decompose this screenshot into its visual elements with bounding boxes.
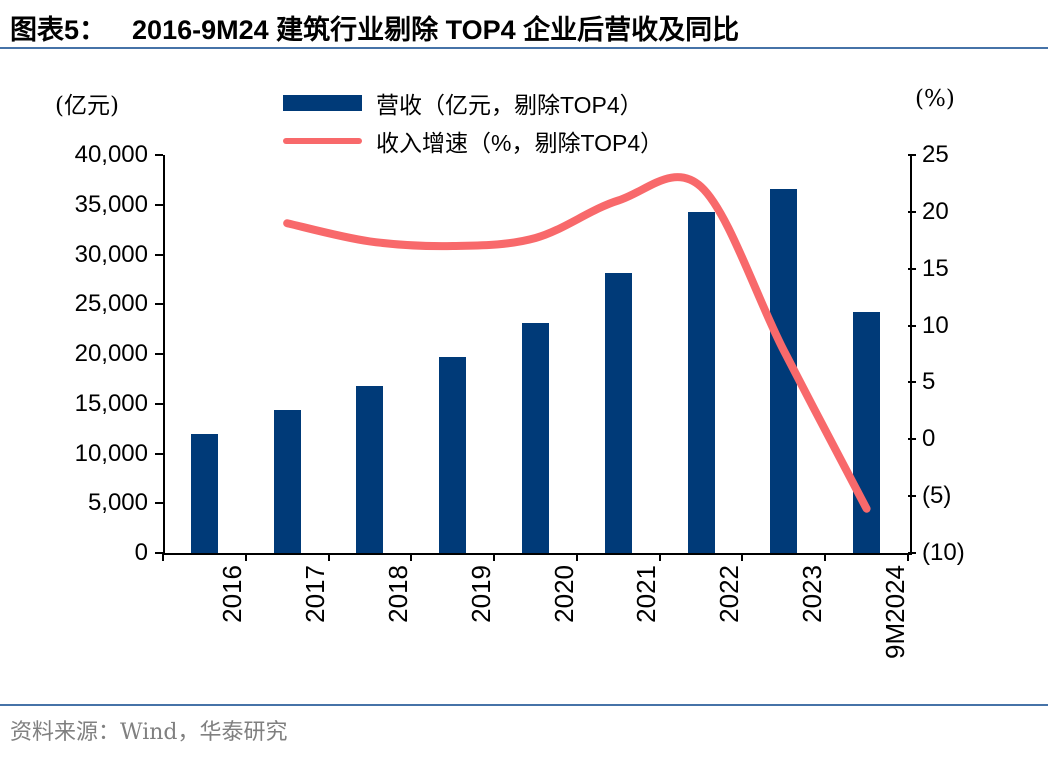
left-axis-tick-mark: [155, 402, 163, 405]
left-axis-tick-label: 30,000: [74, 240, 148, 268]
right-axis-tick-mark: [908, 324, 916, 327]
x-axis-tick-mark: [493, 553, 496, 561]
right-axis-tick-label: 10: [922, 311, 949, 339]
left-axis-tick-label: 5,000: [87, 489, 148, 517]
figure-title-row: 图表5： 2016-9M24 建筑行业剔除 TOP4 企业后营收及同比: [10, 8, 739, 47]
left-axis-tick-mark: [155, 154, 163, 156]
right-axis-tick-label: (5): [922, 482, 952, 510]
right-axis-tick-mark: [908, 267, 916, 270]
growth-line-svg: [283, 173, 871, 513]
x-axis-label-2023: 2023: [796, 565, 827, 623]
x-axis-label-2021: 2021: [631, 565, 662, 623]
x-axis-tick-mark: [741, 553, 744, 561]
growth-line-path: [283, 173, 871, 513]
legend: 营收（亿元，剔除TOP4） 收入增速（%，剔除TOP4）: [283, 84, 663, 160]
legend-item-growth: 收入增速（%，剔除TOP4）: [283, 122, 663, 160]
right-axis-unit-label: (%): [915, 86, 955, 112]
x-axis-label-9M2024: 9M2024: [879, 565, 910, 659]
right-axis-tick-mark: [908, 552, 916, 554]
x-axis-label-2016: 2016: [217, 565, 248, 623]
left-axis-tick-label: 15,000: [74, 389, 148, 417]
x-axis-label-2022: 2022: [714, 565, 745, 623]
left-axis-tick-label: 0: [134, 539, 148, 566]
bar-9M2024: [853, 312, 881, 553]
x-axis-tick-mark: [658, 553, 661, 561]
x-axis-tick-mark: [410, 553, 413, 561]
left-axis-tick-mark: [155, 353, 163, 355]
bar-2019: [439, 356, 467, 553]
left-axis-tick-label: 20,000: [74, 340, 148, 367]
right-axis-tick-label: 20: [922, 197, 949, 225]
left-axis-tick-mark: [155, 502, 163, 505]
footer-divider: [0, 704, 1048, 706]
legend-label-revenue: 营收（亿元，剔除TOP4）: [376, 92, 643, 118]
left-axis-tick-label: 40,000: [74, 141, 148, 168]
title-divider: [0, 47, 1048, 49]
x-axis-tick-mark: [327, 553, 330, 561]
x-axis-label-2017: 2017: [300, 565, 331, 623]
bar-2022: [687, 211, 715, 553]
right-axis-tick-label: 5: [922, 368, 936, 396]
x-axis-label-2018: 2018: [382, 565, 413, 623]
right-axis-tick-mark: [908, 381, 916, 384]
right-axis-tick-label: 25: [922, 141, 949, 168]
x-axis-tick-mark: [162, 553, 164, 561]
bar-2018: [356, 385, 384, 553]
right-axis-tick-mark: [908, 495, 916, 498]
legend-line-swatch-icon: [283, 138, 362, 144]
legend-item-revenue: 营收（亿元，剔除TOP4）: [283, 84, 663, 122]
right-axis-tick-label: 0: [922, 425, 936, 453]
x-axis-label-2020: 2020: [548, 565, 579, 623]
legend-label-growth: 收入增速（%，剔除TOP4）: [376, 130, 664, 156]
x-axis-tick-mark: [244, 553, 247, 561]
left-axis-tick-mark: [155, 253, 163, 256]
source-note: 资料来源：Wind，华泰研究: [10, 720, 288, 745]
bar-2017: [273, 409, 301, 553]
right-axis-tick-mark: [908, 210, 916, 213]
left-axis-tick-label: 25,000: [74, 290, 148, 318]
bar-2021: [604, 273, 632, 553]
left-axis-unit-label: (亿元): [55, 93, 119, 119]
bar-2016: [190, 433, 218, 553]
plot-area: [163, 155, 912, 555]
left-axis-tick-mark: [155, 452, 163, 455]
x-axis-label-2019: 2019: [465, 565, 496, 623]
figure-title: 2016-9M24 建筑行业剔除 TOP4 企业后营收及同比: [132, 15, 740, 45]
left-axis-tick-label: 35,000: [74, 190, 148, 218]
left-axis-tick-mark: [155, 552, 163, 554]
x-axis-tick-mark: [575, 553, 578, 561]
right-axis-tick-label: (10): [922, 539, 965, 566]
x-axis-tick-mark: [824, 553, 827, 561]
left-axis-tick-label: 10,000: [74, 439, 148, 467]
figure-number-label: 图表5：: [10, 15, 107, 45]
right-axis-tick-mark: [908, 438, 916, 441]
right-axis-tick-label: 15: [922, 254, 949, 282]
left-axis-tick-mark: [155, 303, 163, 306]
legend-bar-swatch-icon: [283, 95, 362, 111]
right-axis-tick-mark: [908, 154, 916, 156]
left-axis-tick-mark: [155, 203, 163, 206]
x-axis-tick-mark: [907, 553, 909, 561]
bar-2020: [522, 323, 549, 553]
